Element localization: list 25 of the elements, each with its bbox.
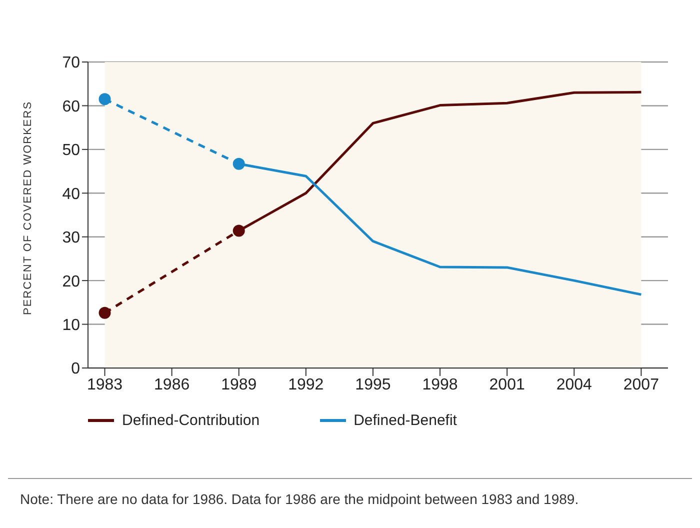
point <box>98 306 111 319</box>
y-tick-label: 20 <box>62 273 80 290</box>
y-tick-label: 70 <box>62 54 80 72</box>
y-tick-label: 40 <box>62 186 80 203</box>
point <box>232 158 245 170</box>
x-tick-label: 2001 <box>489 376 525 394</box>
x-tick-label: 1995 <box>355 376 391 394</box>
x-tick-label: 1989 <box>221 376 257 394</box>
legend-label: Defined-Contribution <box>122 412 260 429</box>
y-axis-title: PERCENT OF COVERED WORKERS <box>22 100 34 315</box>
x-tick-label: 2004 <box>556 376 592 394</box>
x-tick-label: 1986 <box>154 376 190 394</box>
x-tick-label: 2007 <box>623 376 660 394</box>
x-tick-label: 1992 <box>288 376 324 394</box>
y-tick-label: 60 <box>62 98 80 116</box>
x-tick-label: 1983 <box>86 376 123 394</box>
y-tick-label: 0 <box>71 360 80 378</box>
point <box>232 224 245 237</box>
x-tick-label: 1998 <box>422 376 458 394</box>
text: Note: There are no data for 1986. Data for 1986 are the midpoint between 1983 and 1989. <box>20 491 580 507</box>
y-tick-label: 50 <box>62 142 80 160</box>
point <box>98 93 111 106</box>
y-tick-label: 30 <box>62 230 80 247</box>
legend-label: Defined-Benefit <box>354 412 457 429</box>
y-tick-label: 10 <box>62 316 80 334</box>
